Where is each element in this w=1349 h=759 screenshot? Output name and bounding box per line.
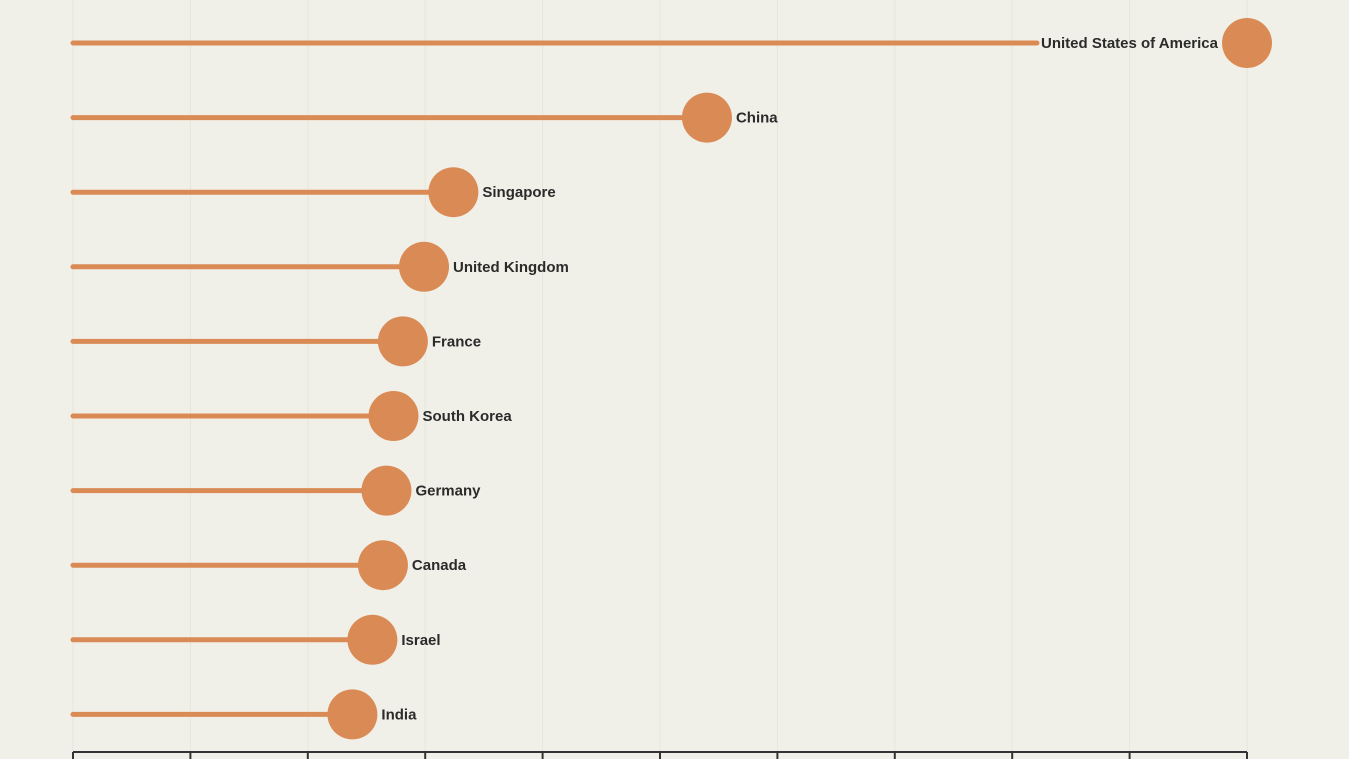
lollipop-dots (327, 18, 1272, 740)
label-united-states-of-america: United States of America (1041, 35, 1219, 52)
grid-lines (72, 0, 1248, 752)
dot-china (681, 92, 732, 143)
lollipop-stems (70, 40, 1040, 717)
dot-india (327, 689, 378, 740)
label-india: India (381, 706, 417, 723)
country-labels: United States of America China Singapore Un… (381, 35, 1218, 723)
dot-canada (357, 540, 408, 591)
label-germany: Germany (415, 483, 481, 500)
dot-germany (361, 465, 412, 516)
label-united-kingdom: United Kingdom (453, 259, 569, 276)
dot-france (377, 316, 428, 367)
label-south-korea: South Korea (423, 408, 513, 425)
dot-united-kingdom (399, 241, 450, 292)
dot-united-states-of-america (1222, 18, 1272, 68)
dot-south-korea (368, 391, 419, 441)
dot-singapore (428, 167, 479, 218)
label-china: China (736, 110, 778, 127)
label-france: France (432, 333, 481, 350)
dot-israel (347, 614, 398, 665)
label-canada: Canada (412, 557, 467, 574)
label-israel: Israel (401, 632, 440, 649)
x-axis (72, 751, 1248, 759)
label-singapore: Singapore (482, 184, 555, 201)
